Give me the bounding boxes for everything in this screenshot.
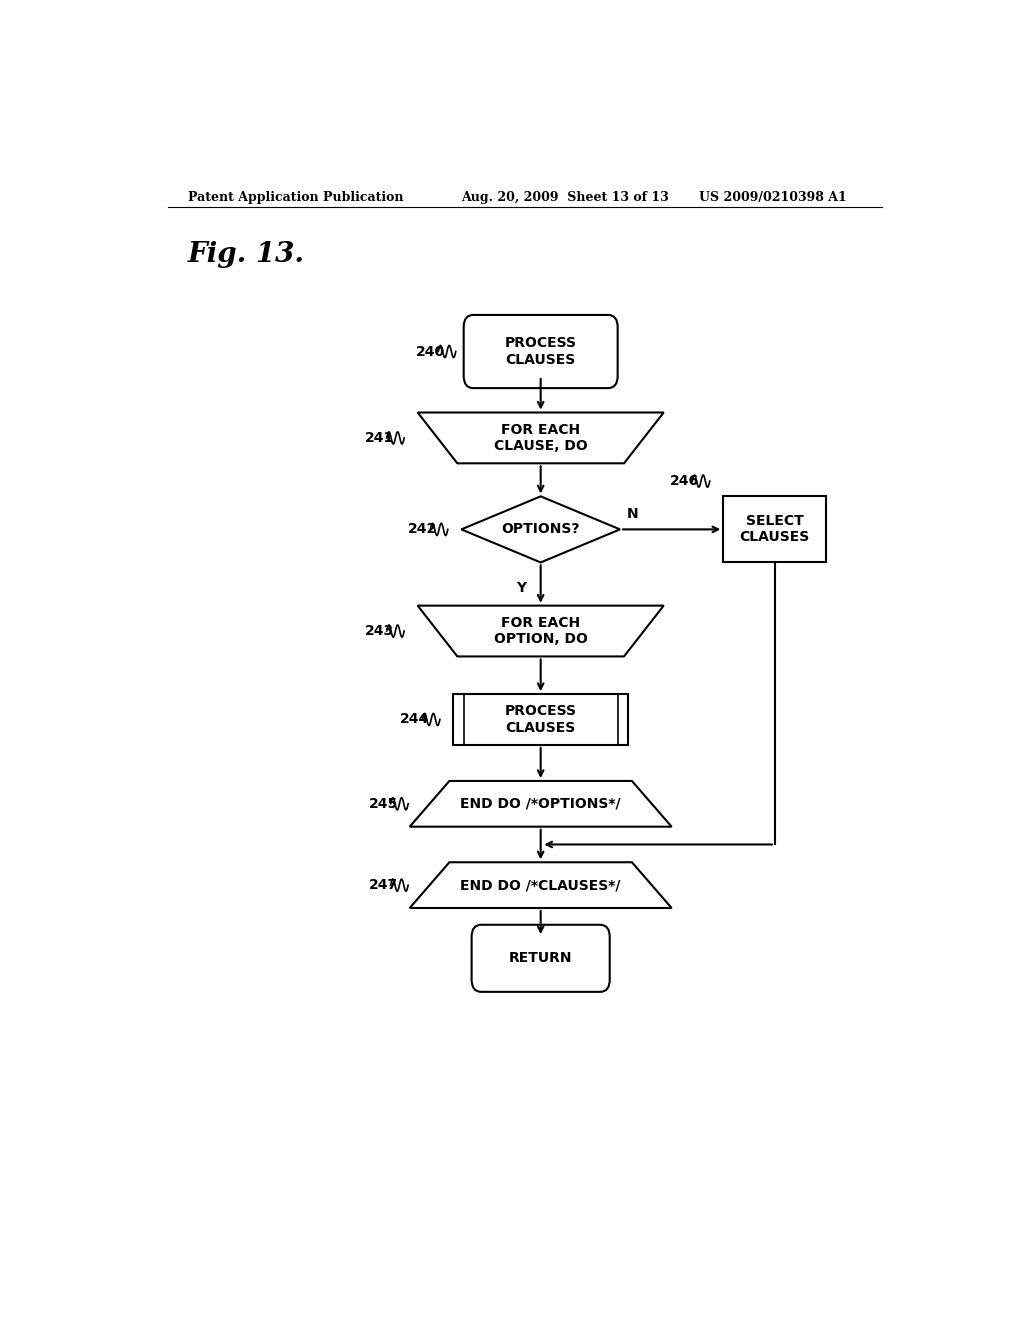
Text: Y: Y <box>516 581 526 595</box>
Text: PROCESS
CLAUSES: PROCESS CLAUSES <box>505 705 577 734</box>
Bar <box>723 496 826 562</box>
Polygon shape <box>462 496 620 562</box>
Text: 241: 241 <box>365 430 394 445</box>
FancyBboxPatch shape <box>472 925 609 991</box>
Text: 246: 246 <box>671 474 699 488</box>
Text: 240: 240 <box>417 345 445 359</box>
Text: 242: 242 <box>409 523 437 536</box>
Text: 245: 245 <box>369 797 397 810</box>
Text: FOR EACH
OPTION, DO: FOR EACH OPTION, DO <box>494 616 588 645</box>
Text: END DO /*OPTIONS*/: END DO /*OPTIONS*/ <box>461 797 621 810</box>
FancyBboxPatch shape <box>464 315 617 388</box>
Text: US 2009/0210398 A1: US 2009/0210398 A1 <box>699 190 847 203</box>
Text: PROCESS
CLAUSES: PROCESS CLAUSES <box>505 337 577 367</box>
Text: 244: 244 <box>400 713 430 726</box>
Text: SELECT
CLAUSES: SELECT CLAUSES <box>739 515 810 544</box>
Text: 243: 243 <box>365 624 394 638</box>
Text: Patent Application Publication: Patent Application Publication <box>187 190 403 203</box>
Polygon shape <box>410 781 672 826</box>
Text: FOR EACH
CLAUSE, DO: FOR EACH CLAUSE, DO <box>494 422 588 453</box>
Polygon shape <box>418 412 664 463</box>
Polygon shape <box>418 606 664 656</box>
Text: END DO /*CLAUSES*/: END DO /*CLAUSES*/ <box>461 878 621 892</box>
Text: 247: 247 <box>369 878 397 892</box>
Text: Fig. 13.: Fig. 13. <box>187 242 304 268</box>
Text: RETURN: RETURN <box>509 952 572 965</box>
Polygon shape <box>410 862 672 908</box>
Bar <box>454 694 628 744</box>
Text: Aug. 20, 2009  Sheet 13 of 13: Aug. 20, 2009 Sheet 13 of 13 <box>461 190 669 203</box>
Text: N: N <box>627 507 638 521</box>
Text: OPTIONS?: OPTIONS? <box>502 523 580 536</box>
